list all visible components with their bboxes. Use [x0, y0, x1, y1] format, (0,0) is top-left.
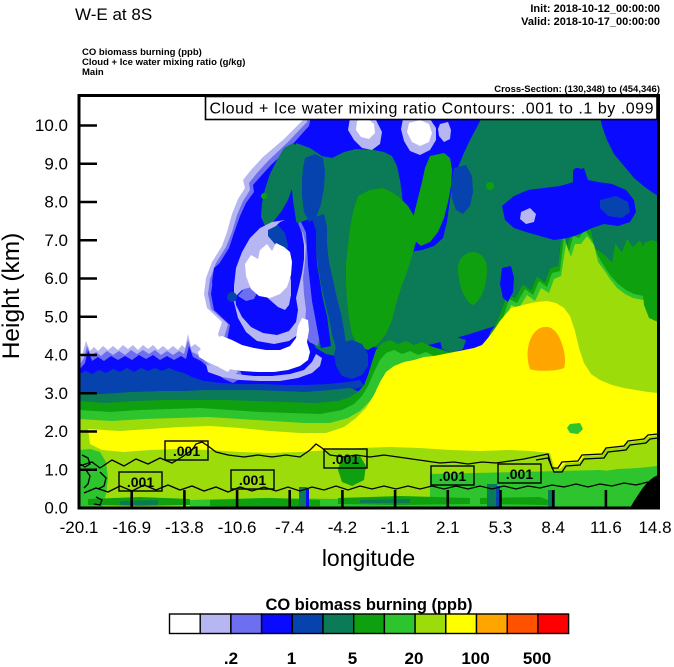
svg-text:Cross-Section: (130,348) to (4: Cross-Section: (130,348) to (454,346)	[494, 84, 660, 95]
svg-text:.001: .001	[332, 451, 359, 467]
svg-text:CO biomass burning (ppb): CO biomass burning (ppb)	[82, 47, 202, 58]
svg-text:1: 1	[287, 649, 296, 667]
svg-text:8.0: 8.0	[44, 193, 68, 212]
svg-text:Main: Main	[82, 67, 104, 78]
svg-text:3.0: 3.0	[44, 384, 68, 403]
svg-text:0.0: 0.0	[44, 499, 68, 518]
svg-text:-20.1: -20.1	[60, 518, 99, 537]
svg-text:5.0: 5.0	[44, 308, 68, 327]
svg-text:Init: 2018-10-12_00:00:00: Init: 2018-10-12_00:00:00	[530, 3, 660, 15]
svg-text:Cloud + Ice water mixing ratio: Cloud + Ice water mixing ratio (g/kg)	[82, 57, 245, 68]
svg-text:2.0: 2.0	[44, 422, 68, 441]
svg-text:Valid: 2018-10-17_00:00:00: Valid: 2018-10-17_00:00:00	[521, 16, 660, 28]
svg-text:6.0: 6.0	[44, 269, 68, 288]
svg-text:Height (km): Height (km)	[0, 233, 25, 360]
svg-text:.001: .001	[127, 474, 154, 490]
svg-text:-16.9: -16.9	[112, 518, 151, 537]
svg-text:W-E at 8S: W-E at 8S	[75, 5, 152, 24]
svg-text:2.1: 2.1	[436, 518, 460, 537]
svg-text:Cloud + Ice water mixing ratio: Cloud + Ice water mixing ratio Contours:…	[210, 101, 654, 118]
svg-text:8.4: 8.4	[541, 518, 565, 537]
svg-text:.001: .001	[506, 466, 533, 482]
svg-text:-13.8: -13.8	[165, 518, 204, 537]
svg-text:.2: .2	[224, 649, 238, 667]
svg-text:.001: .001	[439, 468, 466, 484]
svg-text:-10.6: -10.6	[218, 518, 257, 537]
svg-text:7.0: 7.0	[44, 231, 68, 250]
svg-text:-4.2: -4.2	[328, 518, 357, 537]
svg-text:4.0: 4.0	[44, 346, 68, 365]
svg-text:longitude: longitude	[322, 545, 415, 571]
svg-text:-1.1: -1.1	[380, 518, 409, 537]
svg-text:500: 500	[523, 649, 551, 667]
svg-text:11.6: 11.6	[590, 518, 622, 537]
svg-text:-7.4: -7.4	[275, 518, 304, 537]
svg-text:5.3: 5.3	[489, 518, 513, 537]
svg-text:100: 100	[461, 649, 489, 667]
svg-text:5: 5	[348, 649, 357, 667]
svg-text:9.0: 9.0	[44, 155, 68, 174]
svg-text:.001: .001	[239, 472, 266, 488]
svg-text:10.0: 10.0	[35, 116, 68, 135]
svg-text:1.0: 1.0	[44, 461, 68, 480]
svg-text:CO biomass burning (ppb): CO biomass burning (ppb)	[266, 596, 473, 614]
svg-text:.001: .001	[173, 443, 200, 459]
svg-text:20: 20	[405, 649, 424, 667]
svg-text:14.8: 14.8	[638, 518, 671, 537]
